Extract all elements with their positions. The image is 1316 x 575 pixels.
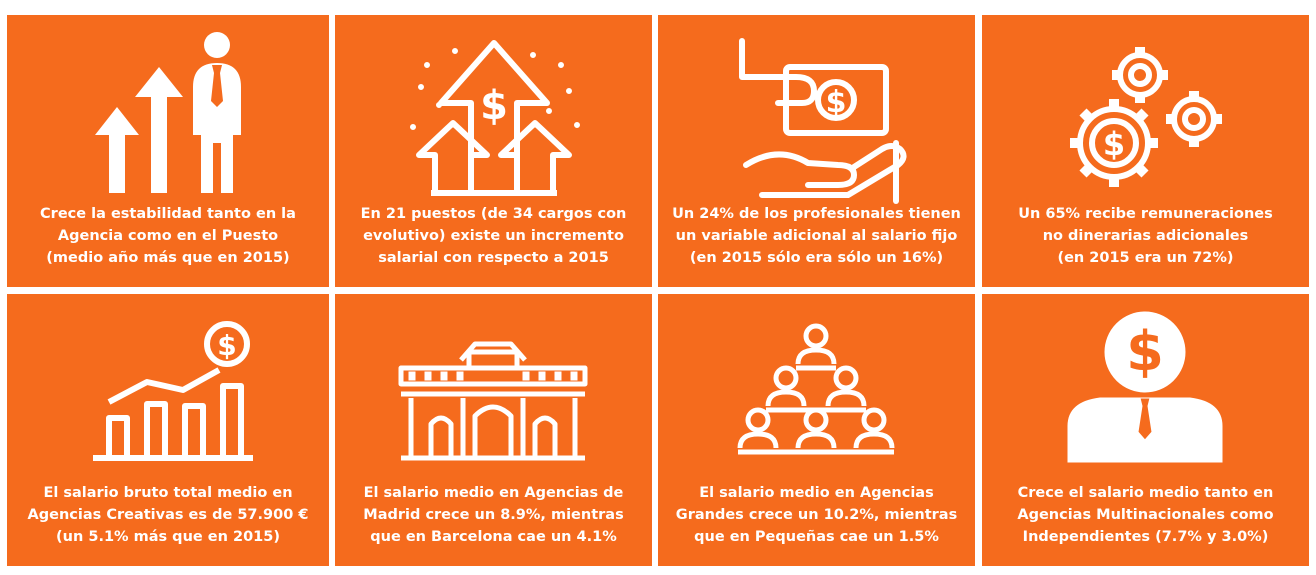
dollar-gears-icon: $ xyxy=(982,15,1309,215)
info-card-multinational: $ Crece el salario medio tanto en Agenci… xyxy=(982,294,1309,566)
info-card-non-monetary: $ Un 65% recibe remuneraciones no dinera… xyxy=(982,15,1309,287)
caption-line: El salario medio en Agencias de xyxy=(363,485,624,501)
caption-line: que en Barcelona cae un 4.1% xyxy=(370,529,617,545)
caption-line: (un 5.1% más que en 2015) xyxy=(56,529,280,545)
caption-line: Crece el salario medio tanto en xyxy=(1017,485,1274,501)
card-caption: El salario medio en Agencias de Madrid c… xyxy=(343,482,644,548)
caption-line: El salario medio en Agencias xyxy=(699,485,934,501)
caption-line: (medio año más que en 2015) xyxy=(46,250,290,266)
card-caption: Un 24% de los profesionales tienen un va… xyxy=(666,203,967,269)
caption-line: Un 24% de los profesionales tienen xyxy=(672,206,961,222)
card-caption: El salario medio en Agencias Grandes cre… xyxy=(666,482,967,548)
info-card-agency-size: El salario medio en Agencias Grandes cre… xyxy=(658,294,975,566)
caption-line: Agencias Multinacionales como xyxy=(1017,507,1274,523)
hand-giving-money-icon: $ xyxy=(658,15,975,215)
info-card-madrid-barcelona: El salario medio en Agencias de Madrid c… xyxy=(335,294,652,566)
card-caption: Un 65% recibe remuneraciones no dinerari… xyxy=(990,203,1301,269)
caption-line: evolutivo) existe un incremento xyxy=(363,228,624,244)
card-caption: Crece el salario medio tanto en Agencias… xyxy=(990,482,1301,548)
info-card-salary-increase: $ En 21 puestos (de 34 cargos con evolut… xyxy=(335,15,652,287)
svg-text:$: $ xyxy=(826,85,847,120)
card-caption: El salario bruto total medio en Agencias… xyxy=(15,482,321,548)
dollar-businessman-icon: $ xyxy=(982,294,1309,494)
card-caption: En 21 puestos (de 34 cargos con evolutiv… xyxy=(343,203,644,269)
svg-text:$: $ xyxy=(480,83,508,129)
caption-line: no dinerarias adicionales xyxy=(1042,228,1249,244)
caption-line: (en 2015 era un 72%) xyxy=(1057,250,1234,266)
puerta-de-alcala-icon xyxy=(335,294,652,494)
info-card-stability: Crece la estabilidad tanto en la Agencia… xyxy=(7,15,329,287)
caption-line: Grandes crece un 10.2%, mientras xyxy=(675,507,958,523)
info-card-variable-pay: $ Un 24% de los profesionales tienen un … xyxy=(658,15,975,287)
caption-line: Un 65% recibe remuneraciones xyxy=(1018,206,1273,222)
card-caption: Crece la estabilidad tanto en la Agencia… xyxy=(15,203,321,269)
caption-line: Crece la estabilidad tanto en la xyxy=(40,206,296,222)
svg-text:$: $ xyxy=(1126,320,1164,383)
caption-line: un variable adicional al salario fijo xyxy=(675,228,958,244)
caption-line: Agencia como en el Puesto xyxy=(57,228,279,244)
caption-line: El salario bruto total medio en xyxy=(43,485,293,501)
caption-line: (en 2015 sólo era sólo un 16%) xyxy=(689,250,944,266)
people-growth-arrows-icon xyxy=(7,15,329,215)
caption-line: En 21 puestos (de 34 cargos con xyxy=(360,206,627,222)
dollar-arrows-up-icon: $ xyxy=(335,15,652,215)
salary-bar-chart-icon: $ xyxy=(7,294,329,494)
svg-text:$: $ xyxy=(1103,125,1125,163)
caption-line: que en Pequeñas cae un 1.5% xyxy=(694,529,939,545)
caption-line: Independientes (7.7% y 3.0%) xyxy=(1022,529,1269,545)
info-card-gross-salary: $ El salario bruto total medio en Agenci… xyxy=(7,294,329,566)
svg-text:$: $ xyxy=(217,329,236,362)
caption-line: salarial con respecto a 2015 xyxy=(378,250,609,266)
caption-line: Madrid crece un 8.9%, mientras xyxy=(363,507,624,523)
people-pyramid-icon xyxy=(658,294,975,494)
caption-line: Agencias Creativas es de 57.900 € xyxy=(27,507,309,523)
